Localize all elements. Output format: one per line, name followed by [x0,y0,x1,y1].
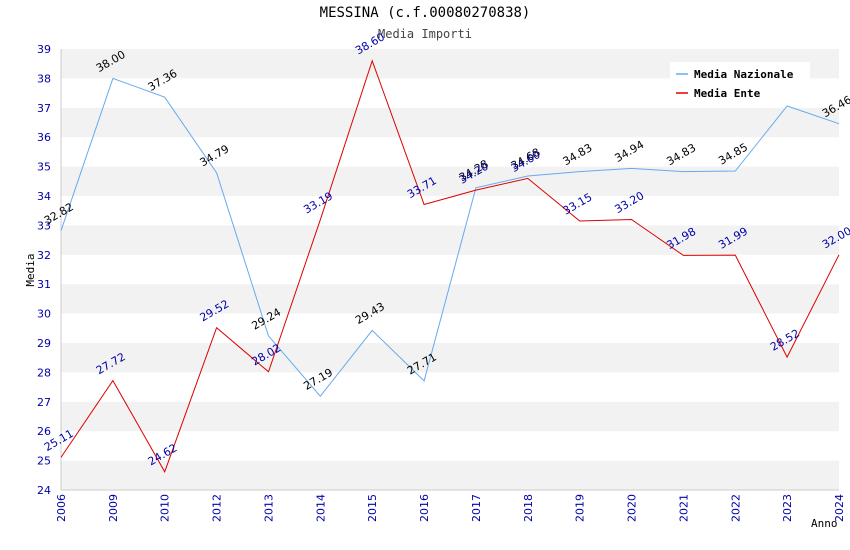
x-tick-label: 2010 [159,494,172,522]
y-tick-label: 31 [37,278,51,291]
y-tick-label: 35 [37,161,51,174]
y-tick-label: 38 [37,72,51,85]
y-tick-label: 34 [37,190,51,203]
x-tick-label: 2012 [211,494,224,522]
chart-title: MESSINA (c.f.00080270838) [319,5,531,21]
grid-band [61,225,839,255]
x-tick-label: 2022 [729,494,742,522]
series-line-media-ente [60,59,840,473]
x-tick-label: 2021 [677,494,690,522]
y-tick-label: 30 [37,308,51,321]
y-tick-label: 28 [37,366,51,379]
series-line-media-nazionale [60,77,840,397]
x-tick-label: 2023 [781,494,794,522]
grid-band [61,284,839,314]
grid-band [61,460,839,490]
x-tick-label: 2013 [262,494,275,522]
y-tick-label: 29 [37,337,51,350]
grid-bands [60,49,839,491]
x-tick-label: 2015 [366,494,379,522]
grid-band [61,254,839,285]
x-tick-label: 2024 [833,494,846,522]
legend-entry: Media Nazionale [694,68,794,81]
y-tick-label: 32 [37,249,51,262]
grid-band [61,372,839,402]
x-tick-label: 2017 [470,494,483,522]
y-tick-label: 39 [37,43,51,56]
x-axis-label: Anno [811,517,838,530]
grid-band [61,313,839,343]
grid-band [61,343,839,373]
legend-box [670,62,810,100]
grid-band [61,401,839,432]
x-tick-label: 2020 [626,494,639,522]
y-tick-label: 25 [37,455,51,468]
x-tick-label: 2014 [314,494,327,522]
grid-band [61,107,839,138]
x-tick-label: 2019 [574,494,587,522]
legend: Media Nazionale Media Ente [670,62,810,100]
y-tick-label: 36 [37,131,51,144]
grid-band [61,137,839,167]
x-tick-label: 2009 [107,494,120,522]
y-axis-ticks: 24 25 26 27 28 29 30 31 32 33 34 35 36 37 38 39 [37,43,51,497]
x-tick-label: 2016 [418,494,431,522]
y-tick-label: 24 [37,484,51,497]
y-axis-label: Media [24,253,37,286]
x-axis-ticks: 2006 2009 2010 2012 2013 2014 2015 2016 2017 2018… [55,494,846,522]
y-tick-label: 37 [37,102,51,115]
y-tick-label: 27 [37,396,51,409]
y-tick-label: 33 [37,219,51,232]
chart-subtitle: Media Importi [378,27,472,41]
grid-band [61,196,839,226]
series-lines [60,59,840,473]
x-tick-label: 2018 [522,494,535,522]
y-tick-label: 26 [37,425,51,438]
legend-entry: Media Ente [694,87,761,100]
x-tick-label: 2006 [55,494,68,522]
grid-band [61,431,839,461]
